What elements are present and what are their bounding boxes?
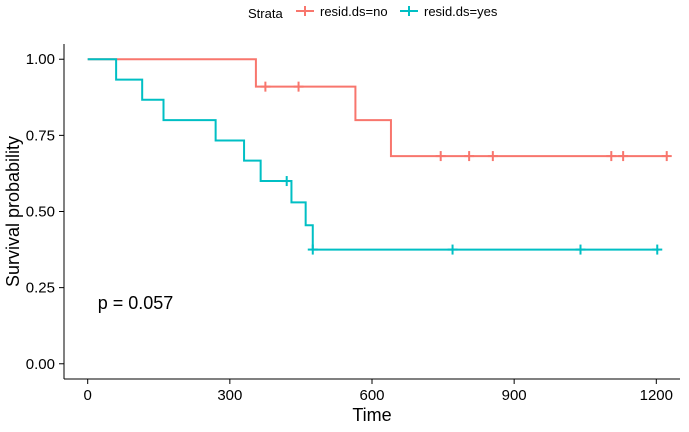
y-axis-title: Survival probability xyxy=(3,136,23,287)
plot-area: p = 0.057 xyxy=(87,58,672,313)
x-tick-label: 0 xyxy=(84,387,92,404)
censor-layer xyxy=(260,81,672,255)
survival-curve-yes xyxy=(87,58,659,251)
legend: Strata resid.ds=no resid.ds=yes xyxy=(248,4,498,21)
y-tick-label: 0.75 xyxy=(26,127,55,144)
y-axis-ticks: 0.00 0.25 0.50 0.75 1.00 xyxy=(26,51,64,373)
censor-mark xyxy=(575,244,586,255)
x-tick-label: 600 xyxy=(359,387,384,404)
legend-label: resid.ds=no xyxy=(320,4,388,19)
legend-title: Strata xyxy=(248,6,283,21)
y-tick-label: 0.25 xyxy=(26,280,55,297)
x-tick-label: 300 xyxy=(217,387,242,404)
censor-mark xyxy=(652,244,663,255)
censor-mark xyxy=(487,151,498,162)
censor-mark xyxy=(618,151,629,162)
y-tick-label: 1.00 xyxy=(26,51,55,68)
censor-mark xyxy=(447,244,458,255)
y-tick-label: 0.50 xyxy=(26,204,55,221)
censor-mark xyxy=(293,81,304,92)
censor-mark xyxy=(435,151,446,162)
legend-label: resid.ds=yes xyxy=(424,4,498,19)
p-value-annotation: p = 0.057 xyxy=(98,293,174,313)
censor-mark xyxy=(661,151,672,162)
x-tick-label: 900 xyxy=(502,387,527,404)
censor-mark xyxy=(464,151,475,162)
censor-mark xyxy=(281,176,292,187)
series-layer xyxy=(87,58,669,251)
censor-mark xyxy=(260,81,271,92)
survival-curve-no xyxy=(87,58,669,158)
legend-items: resid.ds=no resid.ds=yes xyxy=(296,4,498,19)
x-axis-title: Time xyxy=(352,405,391,425)
x-tick-label: 1200 xyxy=(640,387,673,404)
censor-mark xyxy=(606,151,617,162)
censor-mark xyxy=(307,244,318,255)
y-tick-label: 0.00 xyxy=(26,356,55,373)
legend-item: resid.ds=yes xyxy=(400,4,498,19)
x-axis-ticks: 0 300 600 900 1200 xyxy=(84,379,673,404)
legend-item: resid.ds=no xyxy=(296,4,388,19)
